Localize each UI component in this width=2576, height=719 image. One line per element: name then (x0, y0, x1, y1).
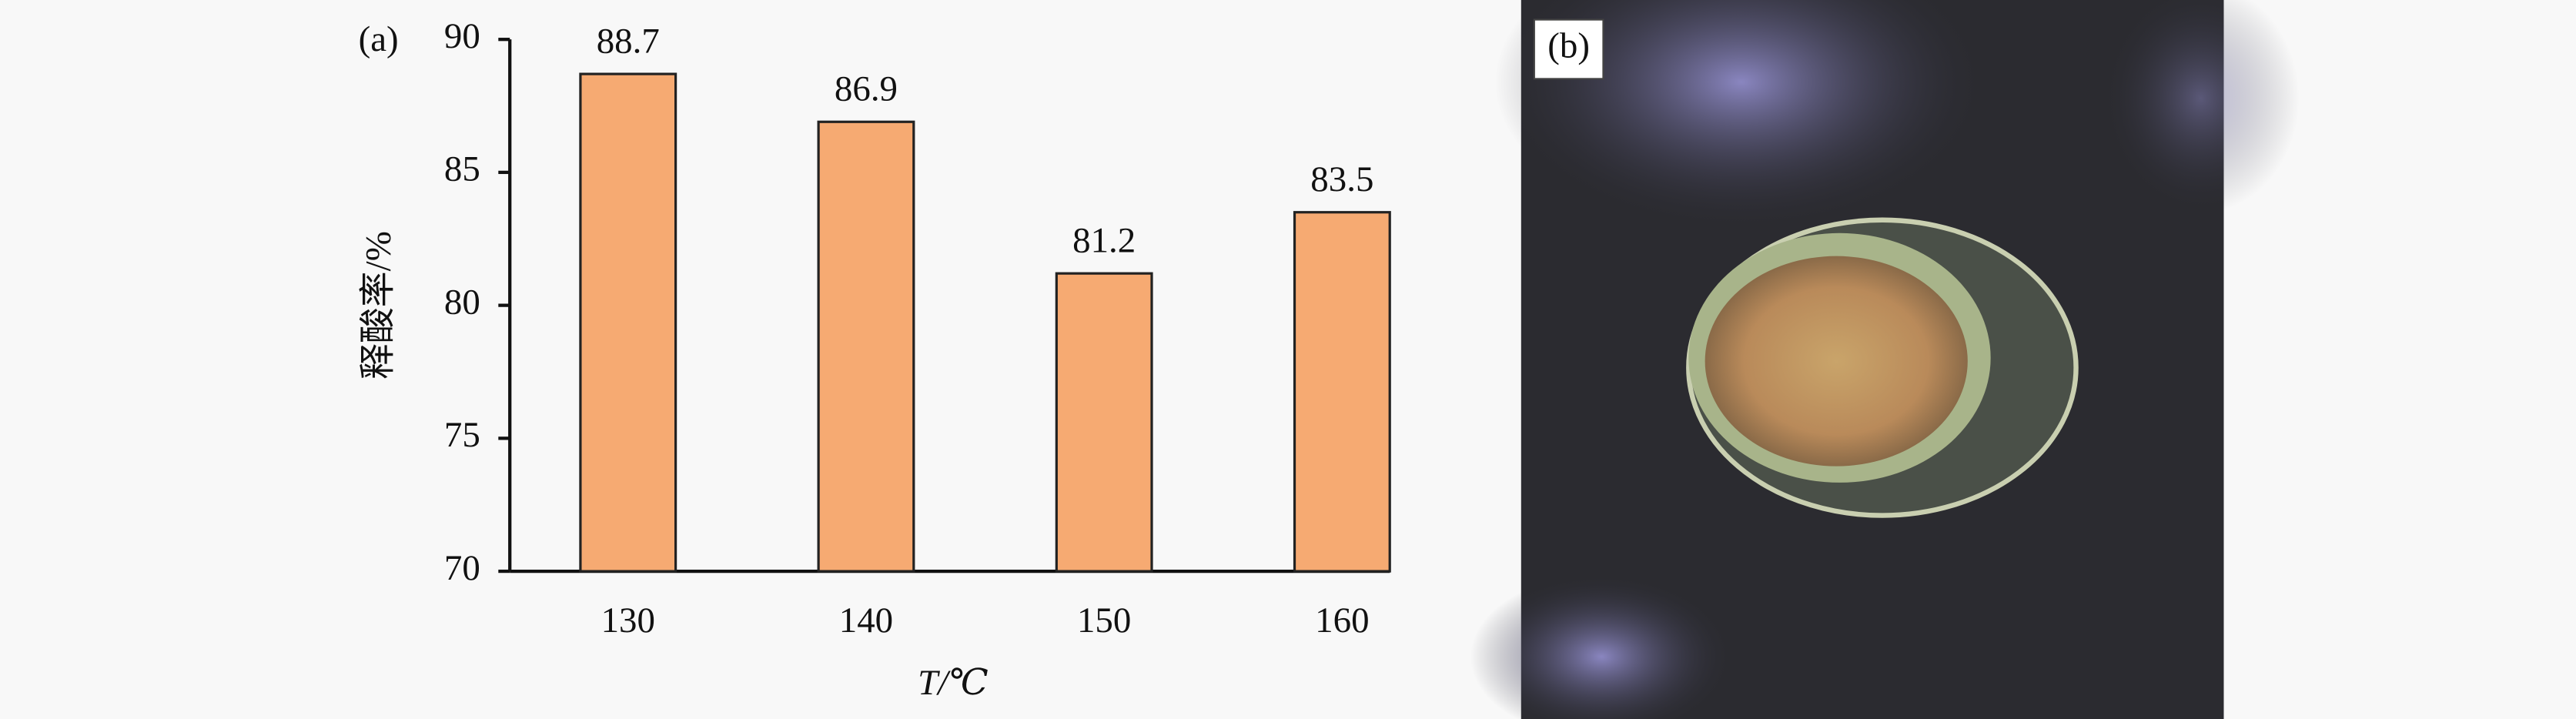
x-tick-label: 150 (1077, 600, 1131, 640)
photo-label: (b) (1547, 26, 1590, 66)
bar (1055, 272, 1153, 573)
x-axis-label: T/℃ (918, 663, 989, 703)
y-axis-label: 释酸率/% (359, 231, 399, 380)
x-tick-label: 160 (1315, 600, 1369, 640)
x-tick-label: 140 (839, 600, 893, 640)
data-label: 81.2 (1072, 221, 1136, 261)
panel-label: (a) (359, 19, 399, 59)
photo: (b) (1470, 0, 2300, 719)
data-label: 88.7 (597, 21, 660, 61)
y-tick-label: 75 (444, 415, 480, 455)
data-label: 86.9 (835, 69, 898, 109)
residue (1705, 256, 1968, 467)
x-tick-label: 130 (601, 600, 655, 640)
photo-label-box (1533, 18, 1604, 80)
bar (1293, 211, 1391, 573)
y-tick-label: 70 (444, 548, 480, 588)
data-label: 83.5 (1310, 159, 1373, 199)
light-reflection (1494, 0, 1988, 230)
bar (579, 72, 677, 573)
bar (817, 120, 915, 573)
y-tick-label: 85 (444, 149, 480, 189)
light-reflection (2102, 0, 2300, 214)
light-reflection (1470, 574, 1733, 719)
y-tick-label: 90 (444, 16, 480, 56)
y-tick-label: 80 (444, 282, 480, 322)
